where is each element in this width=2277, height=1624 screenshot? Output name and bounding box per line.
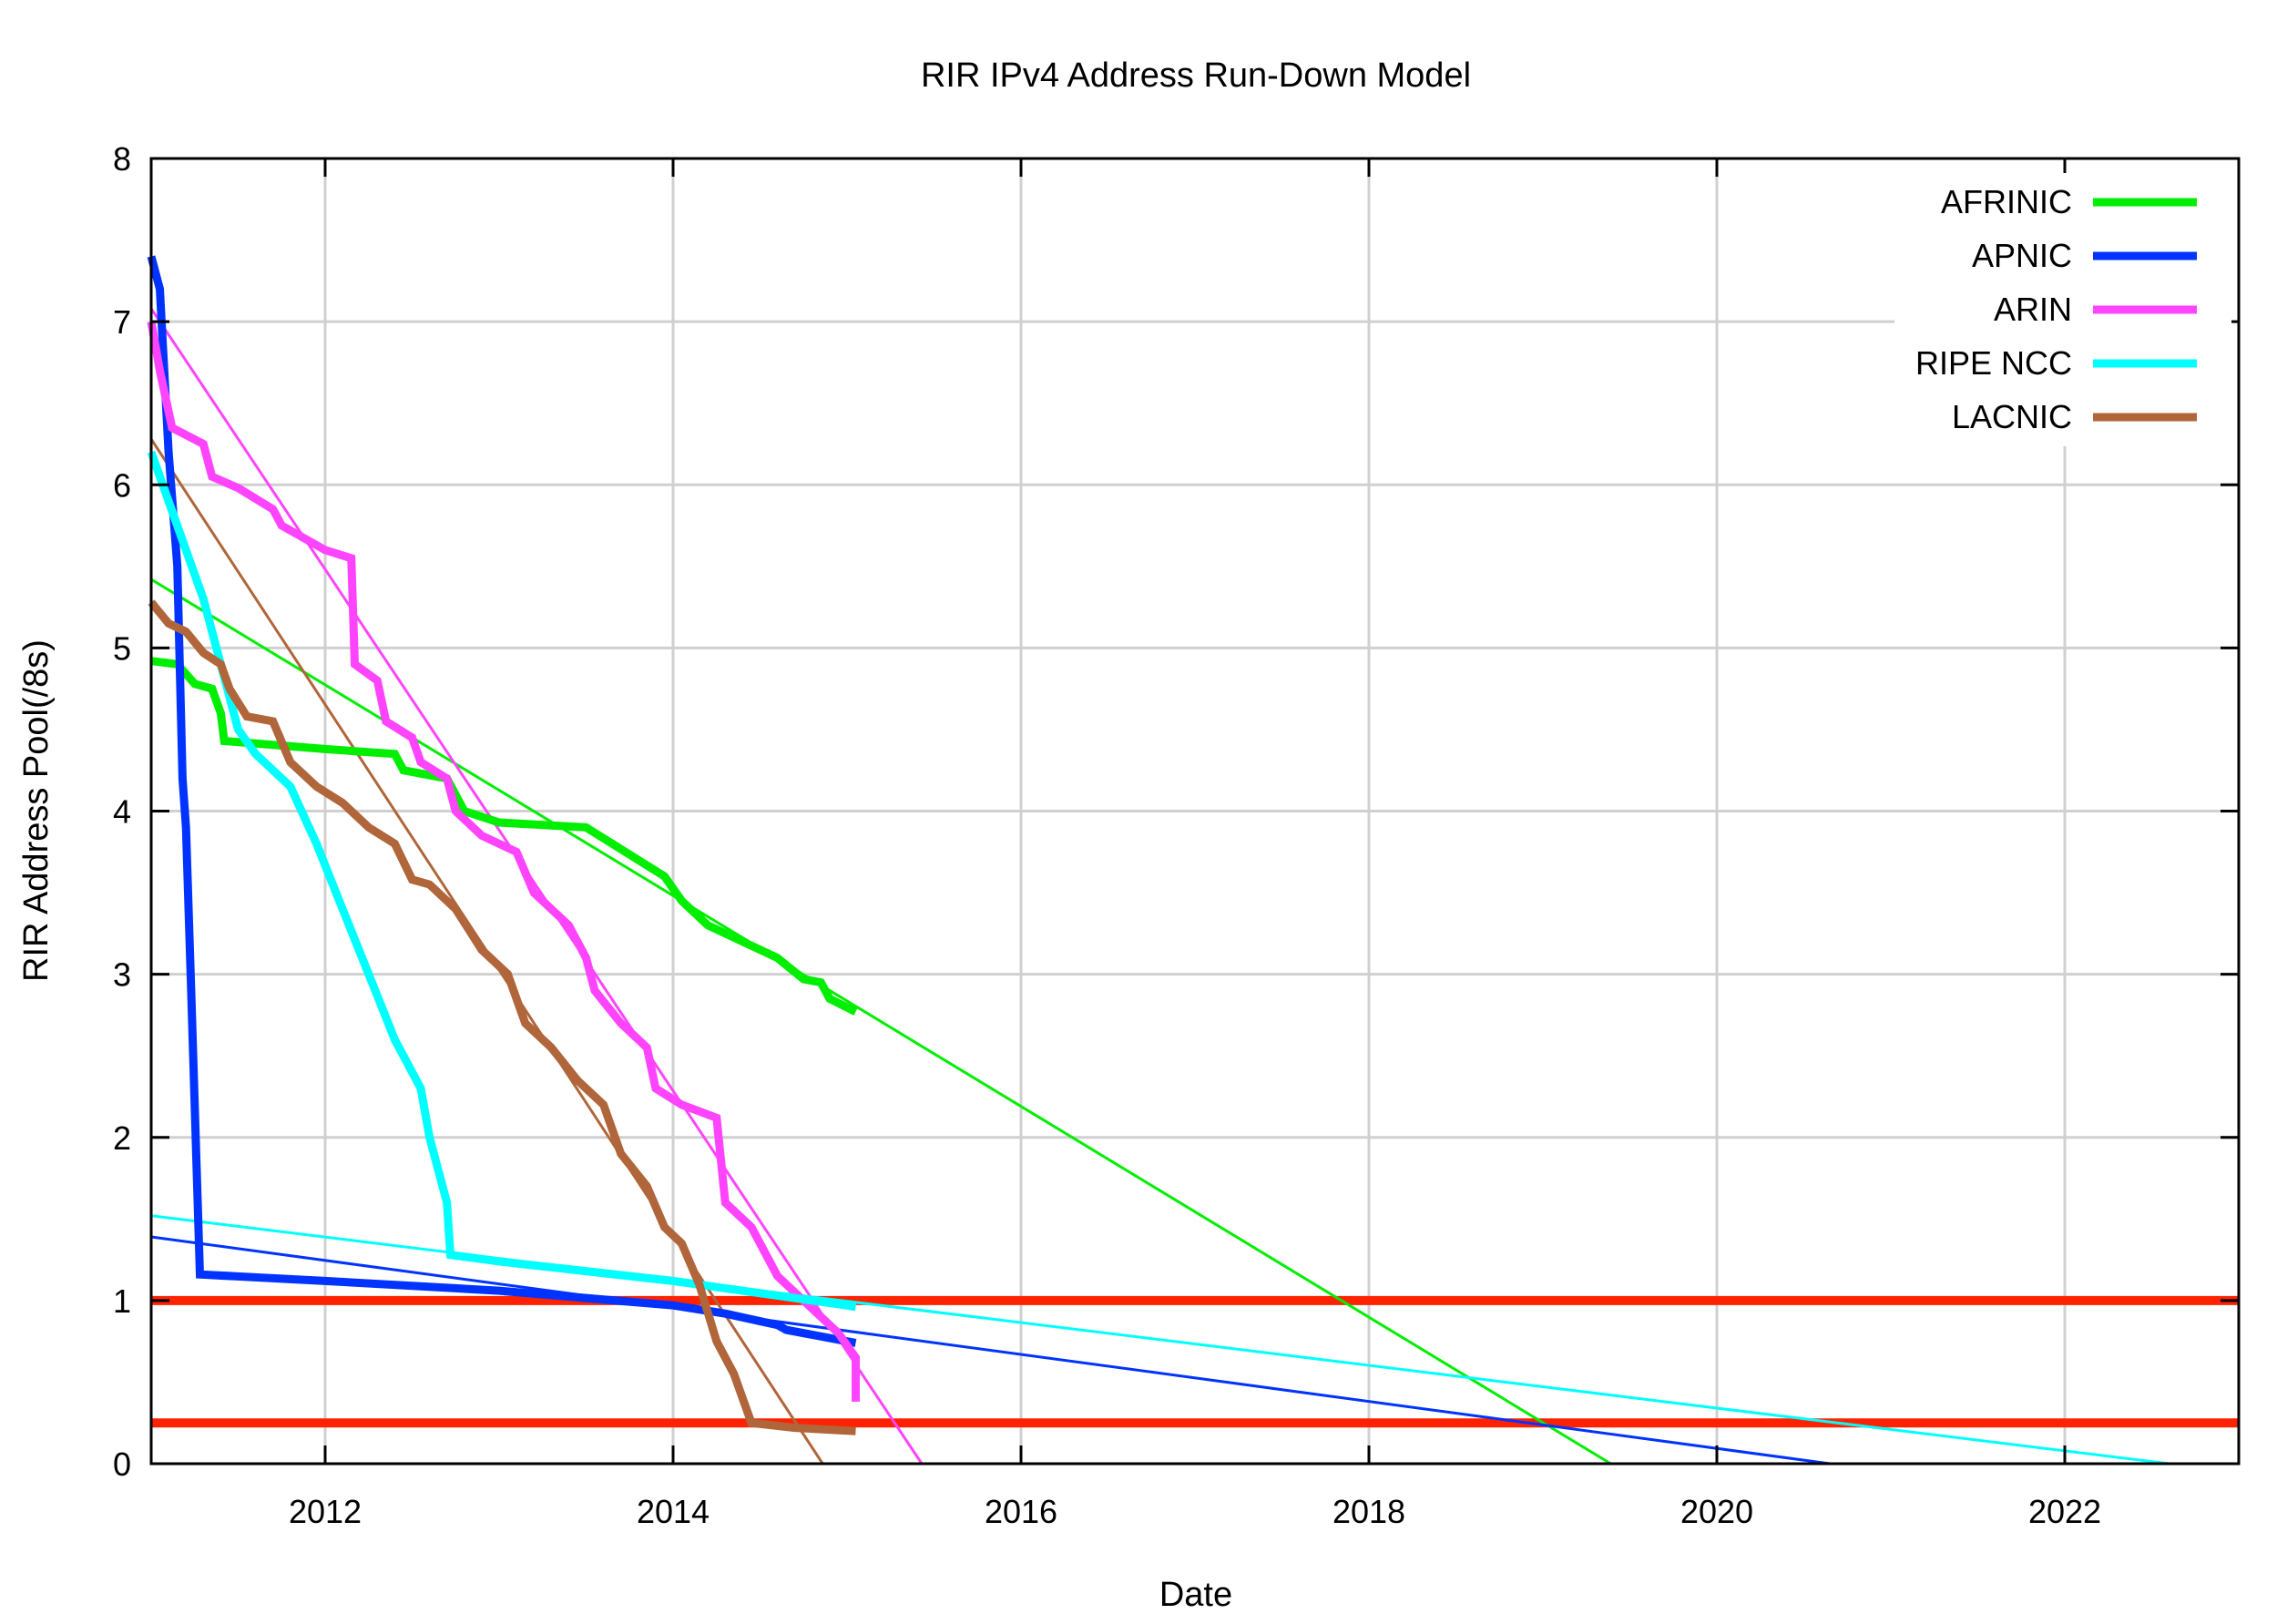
fit-line-arin [149,307,924,1465]
x-tick-label: 2022 [2028,1493,2101,1530]
y-tick-label: 4 [113,793,131,831]
fit-line-apnic [150,1235,1831,1466]
y-tick-label: 0 [113,1445,131,1483]
y-tick-label: 2 [113,1119,131,1157]
y-axis-label: RIR Address Pool(/8s) [17,639,56,982]
fit-line-afrinic [150,577,1612,1466]
legend: AFRINIC APNIC ARIN RIPE NCC LACNIC [1894,173,2231,446]
legend-label: RIPE NCC [1915,344,2072,382]
x-tick-label: 2014 [637,1493,710,1530]
x-tick-label: 2020 [1680,1493,1753,1530]
y-tick-label: 5 [113,629,131,667]
y-tick-label: 1 [113,1282,131,1320]
legend-label: LACNIC [1952,398,2072,435]
y-tick-label: 6 [113,466,131,504]
x-axis-label: Date [1159,1576,1232,1614]
legend-label: APNIC [1972,237,2072,274]
series-line-arin [147,321,860,1402]
chart-title: RIR IPv4 Address Run-Down Model [921,56,1471,95]
y-tick-label: 3 [113,956,131,994]
ticks: 2012 2014 2016 2018 2020 2022 0 1 2 3 4 5 6 7 8 [113,140,2239,1530]
x-tick-label: 2016 [985,1493,1057,1530]
series-line-apnic [147,255,857,1347]
x-tick-label: 2018 [1333,1493,1405,1530]
series-line-afrinic [150,657,858,1016]
threshold-lines [151,1295,2239,1428]
y-tick-label: 7 [113,303,131,341]
legend-label: ARIN [1994,291,2072,328]
series-line-lacnic [148,599,856,1435]
series-line-ripe-ncc [147,450,857,1312]
x-tick-label: 2012 [289,1493,362,1530]
y-tick-label: 8 [113,140,131,178]
legend-label: AFRINIC [1941,183,2072,220]
series-lines [147,255,860,1435]
